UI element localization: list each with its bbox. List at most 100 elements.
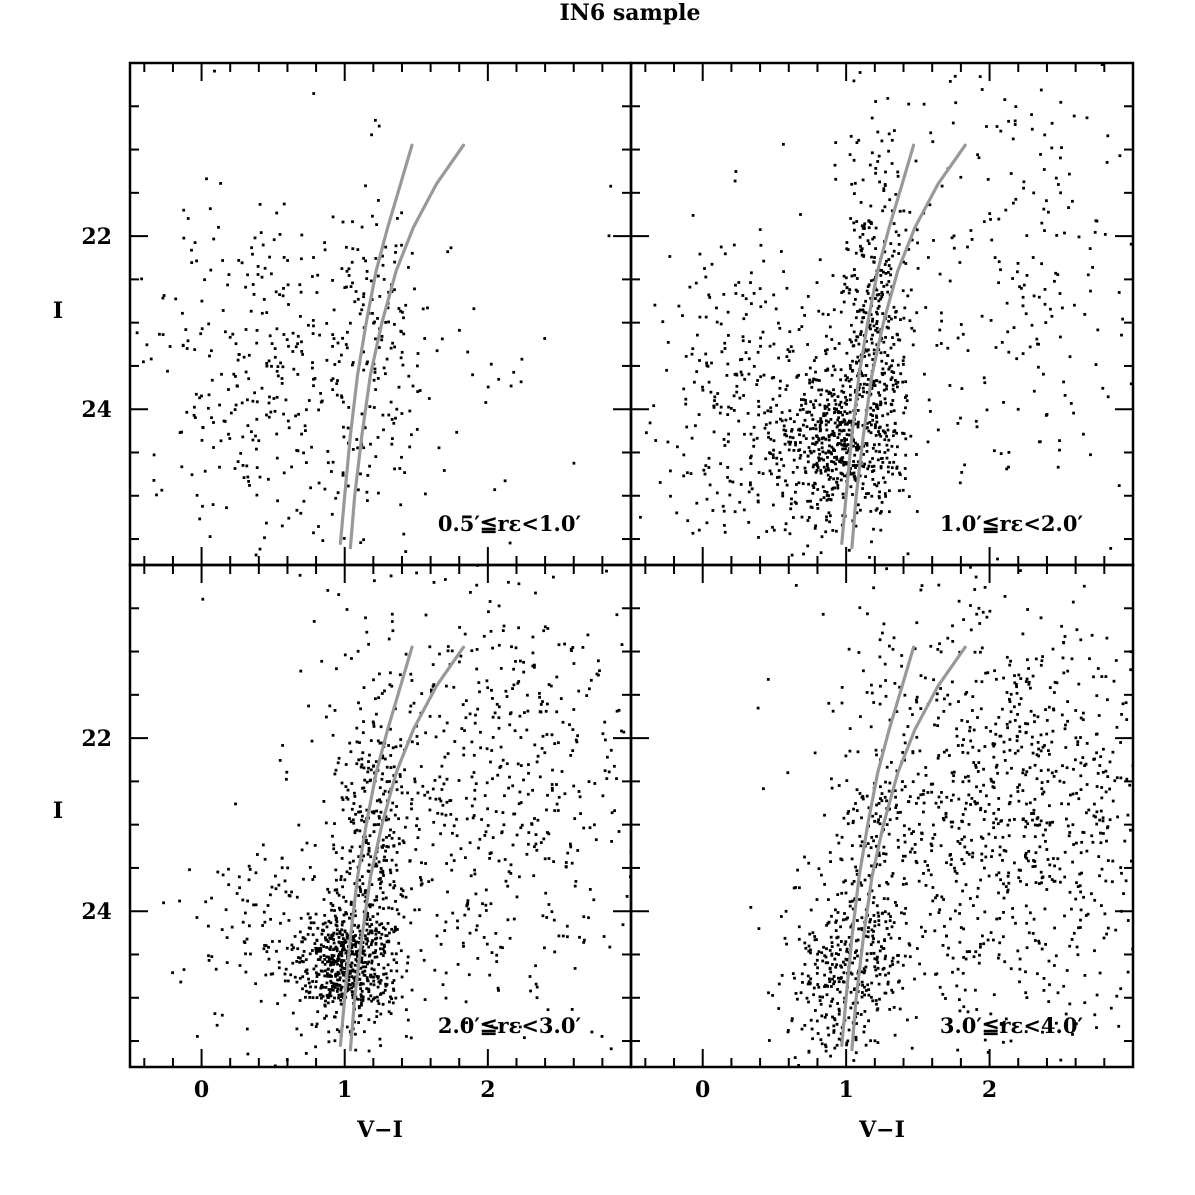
data-point [908,943,912,947]
data-point [1031,674,1035,678]
data-point [952,234,956,238]
data-point [519,826,523,830]
data-point [887,258,891,261]
data-point [256,273,260,276]
data-point [829,860,832,863]
data-point [1082,831,1086,834]
data-point [802,552,805,556]
data-point [789,345,793,349]
data-point [759,243,763,247]
data-point [385,976,389,980]
data-point [361,970,365,974]
data-point [1039,88,1043,92]
data-point [357,894,360,897]
data-point [850,857,854,861]
data-point [281,744,284,747]
data-point [695,370,699,373]
data-point [348,861,352,865]
data-point [324,969,327,973]
data-point [1031,751,1035,755]
data-point [956,336,960,340]
data-point [325,1014,328,1018]
data-point [247,480,250,483]
data-point [434,735,438,739]
data-point [343,286,347,289]
data-point [931,140,935,144]
data-point [221,309,225,312]
data-point [1109,547,1113,550]
data-point [379,867,383,870]
data-point [381,756,385,760]
data-point [337,756,341,760]
data-point [1013,119,1017,123]
data-point [473,721,477,725]
data-point [872,464,876,468]
data-point [903,758,906,762]
data-point [375,799,379,803]
data-point [290,943,294,947]
data-point [397,817,400,821]
data-point [221,873,225,877]
data-point [339,1002,343,1006]
data-point [604,738,607,742]
data-point [873,819,876,823]
data-point [449,813,453,816]
data-point [400,791,404,795]
data-point [475,648,479,651]
data-point [1026,608,1029,611]
data-point [987,874,991,878]
data-point [1062,671,1066,675]
data-point [977,606,981,610]
data-point [1079,890,1082,894]
data-point [1008,738,1012,741]
data-point [408,859,412,862]
data-point [304,958,308,962]
data-point [914,859,918,863]
data-point [999,878,1002,882]
data-point [870,423,873,427]
data-point [514,646,518,650]
data-point [866,935,870,939]
data-point [874,968,878,972]
data-point [878,393,882,397]
data-point [609,748,613,752]
data-point [843,410,847,414]
data-point [332,963,335,966]
data-point [888,818,892,822]
data-point [871,814,875,818]
x-tick-label: 0 [194,1077,209,1103]
data-point [1055,681,1059,685]
data-point [179,980,183,984]
data-point [348,872,352,875]
data-point [273,409,277,413]
data-point [365,976,369,979]
data-point [864,311,868,315]
data-point [883,991,887,995]
data-point [845,438,848,441]
data-point [842,289,845,293]
data-point [467,973,471,977]
data-point [975,785,978,789]
data-point [1065,969,1069,972]
data-point [1025,856,1029,860]
data-point [869,918,872,921]
data-point [347,987,351,991]
data-point [360,875,364,878]
data-point [348,916,351,920]
data-point [838,403,841,407]
data-point [853,390,857,394]
data-point [905,399,909,403]
data-point [410,679,414,682]
data-point [379,952,383,956]
data-point [479,730,482,734]
data-point [356,926,360,929]
data-point [377,199,380,202]
data-point [465,699,468,703]
data-point [948,279,952,283]
data-point [380,922,384,926]
data-point [689,472,693,475]
data-point [408,445,412,449]
data-point [1044,414,1048,417]
data-point [529,989,532,993]
data-point [280,866,284,870]
